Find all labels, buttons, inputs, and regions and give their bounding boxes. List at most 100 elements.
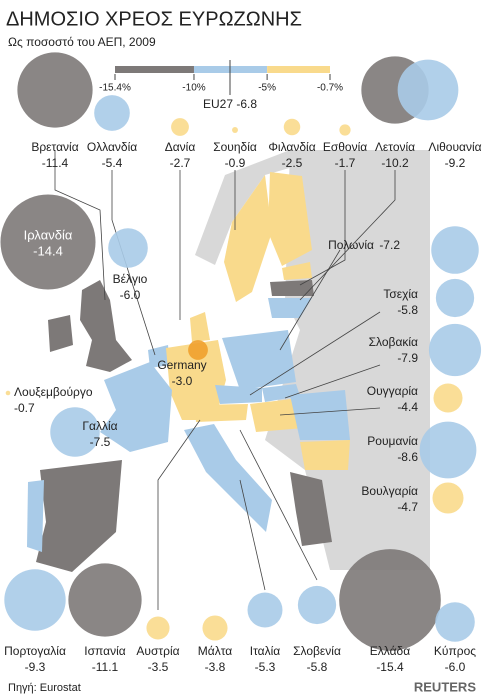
country-name: Πορτογαλία	[4, 644, 66, 658]
country-value: -3.5	[148, 660, 169, 674]
deficit-circle	[146, 616, 170, 640]
country-name: Τσεχία	[383, 287, 418, 301]
country-name: Ρουμανία	[367, 434, 418, 448]
country-name: Γαλλία	[82, 419, 117, 433]
deficit-circle	[433, 383, 463, 413]
country-value: -3.8	[205, 660, 226, 674]
deficit-circle	[297, 585, 337, 625]
country-value: -11.1	[92, 660, 119, 674]
deficit-circle	[419, 421, 477, 479]
country-value: -4.7	[397, 500, 418, 514]
leader-line	[279, 249, 341, 351]
country-name: Ισπανία	[84, 644, 125, 658]
country	[27, 480, 44, 552]
country-name: Ιρλανδία	[24, 227, 73, 242]
country	[250, 398, 304, 432]
country-name: Εσθονία	[323, 140, 367, 154]
deficit-circle	[94, 95, 130, 131]
country-name: Ολλανδία	[87, 140, 137, 154]
legend-segment	[115, 66, 194, 73]
country-name: Λιθουανία	[428, 140, 481, 154]
country-value: -5.3	[255, 660, 276, 674]
leader-line	[111, 170, 156, 356]
leader-lines	[54, 150, 396, 610]
country-value: -10.2	[381, 156, 409, 170]
deficit-circle	[5, 390, 11, 396]
deficit-circle	[283, 118, 301, 136]
country-value: -1.7	[335, 156, 356, 170]
legend-segment	[193, 66, 268, 73]
country-value: -3.0	[172, 374, 193, 388]
leader-line	[239, 429, 318, 581]
deficit-circle	[108, 228, 148, 268]
country	[222, 330, 296, 390]
country-name: Germany	[157, 358, 206, 372]
deficit-circle	[397, 59, 459, 121]
country	[300, 440, 350, 470]
legend-tick-label: -5%	[258, 83, 276, 94]
country	[282, 262, 312, 280]
country-name: Σλοβακία	[369, 335, 418, 349]
country-name: Αυστρία	[136, 644, 179, 658]
country-value: -6.0	[120, 288, 141, 302]
leader-line	[299, 170, 396, 301]
country	[166, 340, 226, 420]
country	[290, 472, 332, 546]
legend-eu27: EU27 -6.8	[203, 97, 257, 111]
country-name: Λουξεμβούργο	[14, 385, 93, 399]
deficit-circle	[17, 52, 93, 128]
leader-line	[299, 170, 346, 286]
country-name: Ουγγαρία	[367, 384, 418, 398]
country-name: Σουηδία	[213, 140, 257, 154]
deficit-circle	[171, 118, 189, 136]
country	[224, 175, 272, 302]
deficit-circle	[431, 226, 479, 274]
deficit-circle	[232, 127, 238, 133]
country-name: Βέλγιο	[113, 272, 148, 286]
country-value: -5.8	[397, 303, 418, 317]
deficit-circle	[50, 407, 100, 457]
country-name: Δανία	[165, 140, 196, 154]
country-name: Ιταλία	[250, 644, 281, 658]
deficit-circle	[339, 549, 441, 651]
deficit-circle	[435, 602, 475, 642]
leader-line	[284, 364, 381, 399]
country-name: Βρετανία	[31, 140, 78, 154]
leader-line	[54, 150, 106, 301]
legend-tick-label: -10%	[182, 83, 205, 94]
country-value: -0.7	[14, 401, 35, 415]
country-value: -0.9	[225, 156, 246, 170]
country-value: -14.4	[33, 243, 63, 258]
country-value: -4.4	[397, 400, 418, 414]
country-value: -11.4	[42, 156, 69, 170]
deficit-circle	[339, 124, 351, 136]
title: ΔΗΜΟΣΙΟ ΧΡΕΟΣ ΕΥΡΩΖΩΝΗΣ	[6, 8, 302, 30]
country-name: Μάλτα	[198, 644, 233, 658]
country	[215, 385, 262, 404]
deficit-circle	[68, 563, 142, 637]
map	[27, 150, 430, 572]
country-value: -7.2	[379, 238, 400, 252]
leader-line	[239, 479, 266, 591]
deficit-circle	[432, 482, 464, 514]
country-value: -5.8	[307, 660, 328, 674]
deficit-circle	[0, 194, 96, 290]
deficit-circle	[188, 340, 208, 360]
country	[80, 280, 132, 372]
country-value: -9.2	[445, 156, 466, 170]
deficit-circle	[428, 323, 482, 377]
country-value: -2.7	[170, 156, 191, 170]
legend-tick-label: -0.7%	[317, 83, 343, 94]
country-value: -5.4	[102, 156, 123, 170]
country-name: Βουλγαρία	[361, 484, 418, 498]
country-name: Κύπρος	[434, 644, 476, 658]
country	[48, 315, 73, 352]
country-value: -7.5	[90, 435, 111, 449]
leader-line	[249, 311, 381, 396]
land	[195, 150, 300, 265]
country-name: Φιλανδία	[268, 140, 315, 154]
country	[270, 280, 314, 296]
country-value: -9.3	[25, 660, 46, 674]
brand: REUTERS	[414, 679, 476, 694]
